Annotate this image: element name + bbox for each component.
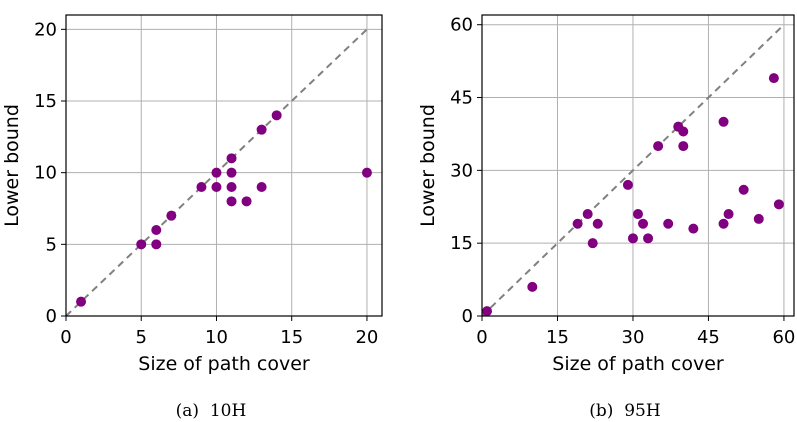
x-tick-label: 15 <box>280 327 303 348</box>
x-tick-label: 45 <box>697 327 720 348</box>
data-point <box>361 167 372 178</box>
y-tick-label: 30 <box>450 160 473 181</box>
x-tick-label: 0 <box>60 327 71 348</box>
data-point <box>663 218 674 229</box>
data-point <box>582 209 593 220</box>
data-point <box>256 124 267 135</box>
data-point <box>622 179 633 190</box>
y-tick-label: 45 <box>450 88 473 109</box>
subfigure-caption: (b) 95H <box>589 401 660 421</box>
y-tick-label: 15 <box>34 91 57 112</box>
data-point <box>241 196 252 207</box>
data-point <box>688 223 699 234</box>
y-tick-label: 60 <box>450 15 473 36</box>
data-point <box>638 218 649 229</box>
y-tick-label: 0 <box>46 306 57 327</box>
data-point <box>773 199 784 210</box>
data-point <box>678 141 689 152</box>
reference-line <box>481 23 785 317</box>
data-point <box>643 233 654 244</box>
y-tick-label: 15 <box>450 233 473 254</box>
data-point <box>718 116 729 127</box>
x-tick-label: 60 <box>772 327 795 348</box>
x-tick-label: 30 <box>622 327 645 348</box>
x-axis-label: Size of path cover <box>138 353 310 375</box>
data-point <box>753 213 764 224</box>
data-point <box>768 73 779 84</box>
data-point <box>136 239 147 250</box>
data-point <box>211 182 222 192</box>
data-point <box>226 182 237 192</box>
y-tick-label: 0 <box>462 306 473 327</box>
data-point <box>627 233 638 244</box>
data-point <box>226 153 237 164</box>
x-tick-label: 5 <box>136 327 147 348</box>
data-point <box>723 209 734 220</box>
data-point <box>653 141 664 152</box>
data-point <box>166 210 177 221</box>
data-point <box>151 225 162 235</box>
data-point <box>211 167 222 178</box>
data-point <box>527 281 538 292</box>
data-point <box>718 218 729 229</box>
chart-panel-b: 0 15 30 45 60 0 15 30 45 60 Size of path cover Lowe… <box>417 14 795 421</box>
data-point <box>196 182 207 192</box>
y-tick-label: 20 <box>34 19 57 40</box>
data-point <box>151 239 162 250</box>
x-tick-label: 0 <box>476 327 487 348</box>
y-tick-label: 5 <box>46 234 57 255</box>
data-point <box>482 306 493 317</box>
x-tick-label: 15 <box>546 327 569 348</box>
data-point <box>633 209 643 220</box>
x-tick-label: 20 <box>355 327 378 348</box>
data-point <box>587 238 598 249</box>
data-point <box>271 110 282 121</box>
y-tick-label: 10 <box>34 163 57 184</box>
y-axis-label: Lower bound <box>1 104 23 227</box>
chart-panel-a: 0 5 10 15 20 0 5 10 15 20 Size of path cover Lower … <box>1 14 383 421</box>
data-point <box>572 218 583 229</box>
data-point <box>226 167 237 178</box>
data-point <box>678 126 689 137</box>
subfigure-caption: (a) 10H <box>176 401 247 421</box>
data-point <box>226 196 237 207</box>
data-point <box>76 296 87 307</box>
data-point <box>256 182 267 192</box>
y-axis-label: Lower bound <box>417 104 439 227</box>
x-tick-label: 10 <box>205 327 228 348</box>
plot-frame <box>481 14 795 317</box>
x-axis-label: Size of path cover <box>552 353 724 375</box>
data-point <box>592 218 603 229</box>
data-point <box>738 184 749 195</box>
plot-frame <box>65 14 383 317</box>
